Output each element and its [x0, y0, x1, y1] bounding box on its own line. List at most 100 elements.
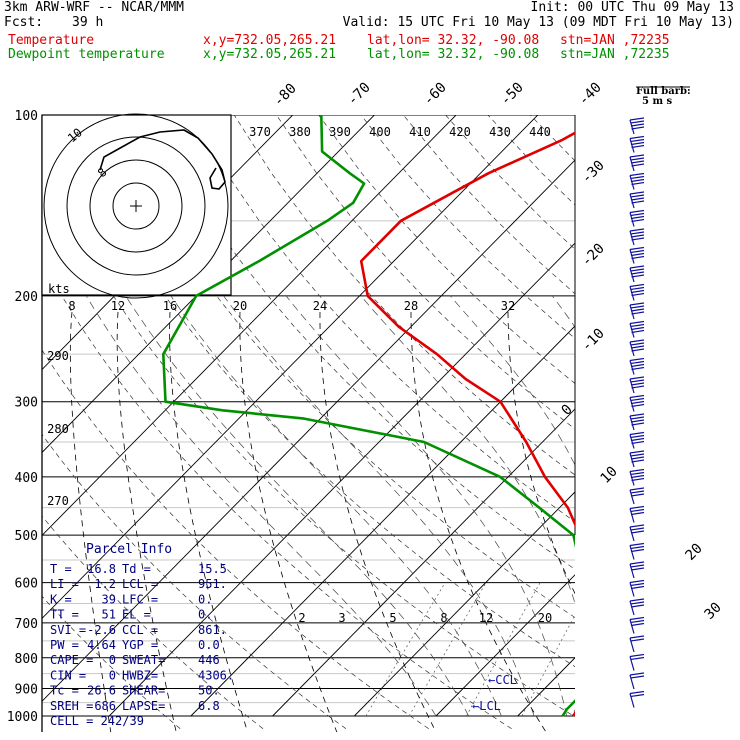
isotherm-line — [108, 242, 575, 717]
wind-barb-feather — [630, 363, 645, 368]
dry-adiabat-line — [572, 115, 575, 118]
pressure-tick-label: 200 — [15, 290, 38, 305]
wind-barb — [629, 265, 645, 283]
parcel-info-value: 0. — [198, 608, 212, 622]
wind-barb-feather — [630, 308, 645, 312]
wind-barb-feather — [630, 160, 645, 164]
wind-barb-staff — [629, 637, 635, 653]
pressure-tick-label: 1000 — [7, 710, 38, 725]
wind-barb — [629, 246, 645, 264]
parcel-info-key: LI = — [50, 577, 79, 591]
wind-barb-feather — [630, 379, 645, 383]
dewpoint-field-station: stn=JAN ,72235 — [560, 47, 670, 62]
wind-barb-staff — [629, 175, 635, 190]
wind-barb-feather — [631, 237, 645, 241]
wind-barb-staff — [629, 471, 635, 486]
dry-adiabat-line — [487, 115, 575, 206]
ccl-marker: ←CCL — [488, 673, 517, 687]
moist-adiabat-line — [86, 295, 437, 717]
parcel-info-key: TT = — [50, 608, 79, 622]
forecast-hours: 39 h — [72, 15, 104, 30]
wind-barb-feather — [631, 385, 645, 389]
wind-barb-feather — [631, 163, 645, 167]
dry-adiabat-line — [699, 115, 740, 729]
mixing-ratio-line — [638, 583, 702, 716]
dry-adiabat-line — [42, 515, 264, 729]
wind-barb-staff — [629, 563, 635, 579]
wind-barb — [629, 579, 645, 597]
isotherm-line — [42, 115, 457, 537]
wind-barb — [629, 117, 645, 135]
hodograph-scale-label: 16 — [163, 299, 177, 313]
wind-barb-feather — [630, 619, 645, 624]
hodograph-ring — [89, 159, 183, 253]
wind-barb — [629, 487, 645, 505]
wind-barb — [629, 672, 645, 690]
wind-barb-feather — [629, 246, 645, 251]
wind-barb-feather — [631, 218, 645, 223]
wind-barb-feather — [630, 656, 645, 661]
wind-barb-feather — [629, 172, 645, 177]
forecast-label: Fcst: — [4, 15, 44, 30]
wind-barb-feather — [631, 440, 645, 445]
wind-barb-feather — [630, 141, 645, 146]
wind-barb-feather — [630, 123, 645, 127]
pressure-tick-label: 700 — [15, 617, 38, 632]
wind-barb — [629, 413, 645, 431]
wind-barb-feather — [631, 144, 645, 149]
wind-barb-staff — [629, 212, 635, 227]
wind-barb-feather — [630, 490, 645, 494]
parcel-info-key: Td = — [122, 562, 151, 576]
wind-barb — [629, 376, 645, 394]
wind-barb-feather — [630, 345, 645, 349]
wind-barb-feather — [631, 292, 645, 297]
wind-barb-feather — [629, 117, 645, 121]
wind-barb-feather — [630, 638, 645, 642]
parcel-info-key: SHEAR= — [122, 684, 165, 698]
hodograph-trace — [99, 129, 226, 190]
wind-barb-feather — [631, 403, 645, 408]
wind-barb-staff — [629, 119, 635, 135]
wind-barb-feather — [631, 126, 645, 130]
wind-barb-feather — [630, 382, 645, 386]
wind-barb — [629, 431, 645, 449]
parcel-info-value: 4.64 — [87, 638, 116, 652]
wind-barb-feather — [629, 394, 645, 399]
dewpoint-line — [162, 115, 575, 717]
barb-legend-line2: 5 m s — [642, 96, 673, 107]
wind-barb-staff — [629, 545, 635, 560]
parcel-info-value: 951. — [198, 577, 227, 591]
theta-label: 430 — [489, 125, 511, 139]
init-time: Init: 00 UTC Thu 09 May 13 — [530, 0, 735, 15]
wind-barb-staff — [629, 138, 635, 153]
isotherm-line — [272, 408, 575, 717]
wind-barb-feather — [630, 471, 645, 476]
wind-barb-staff — [629, 249, 635, 264]
wind-barb-staff — [629, 230, 635, 246]
hodograph-scale-label: 20 — [233, 299, 247, 313]
wind-barb-feather — [630, 545, 645, 550]
temperature-field-station: stn=JAN ,72235 — [560, 33, 670, 48]
mixing-ratio-label: 8 — [440, 611, 447, 625]
hodograph-scale-curve — [69, 311, 112, 732]
pressure-tick-label: 400 — [15, 471, 38, 486]
wind-barb-feather — [630, 194, 645, 198]
isotherm-label: 20 — [683, 541, 706, 564]
wind-barb-feather — [630, 231, 645, 235]
wind-barb-feather — [629, 376, 645, 380]
wind-barb-feather — [630, 548, 645, 553]
pressure-tick-label: 600 — [15, 577, 38, 592]
isotherm-label: -60 — [421, 80, 450, 109]
wind-barb-feather — [629, 135, 645, 140]
wind-barb-feather — [631, 459, 645, 463]
moist-adiabat-line — [360, 295, 575, 605]
wind-barb-feather — [629, 209, 645, 214]
isotherm-label: -30 — [579, 158, 608, 187]
hodograph-scale-curve — [239, 311, 338, 732]
wind-barb-staff — [629, 508, 635, 523]
wind-barb-feather — [629, 690, 645, 695]
wind-barb-staff — [629, 267, 635, 283]
wind-barb-feather — [629, 524, 645, 528]
wind-barb — [629, 690, 645, 708]
